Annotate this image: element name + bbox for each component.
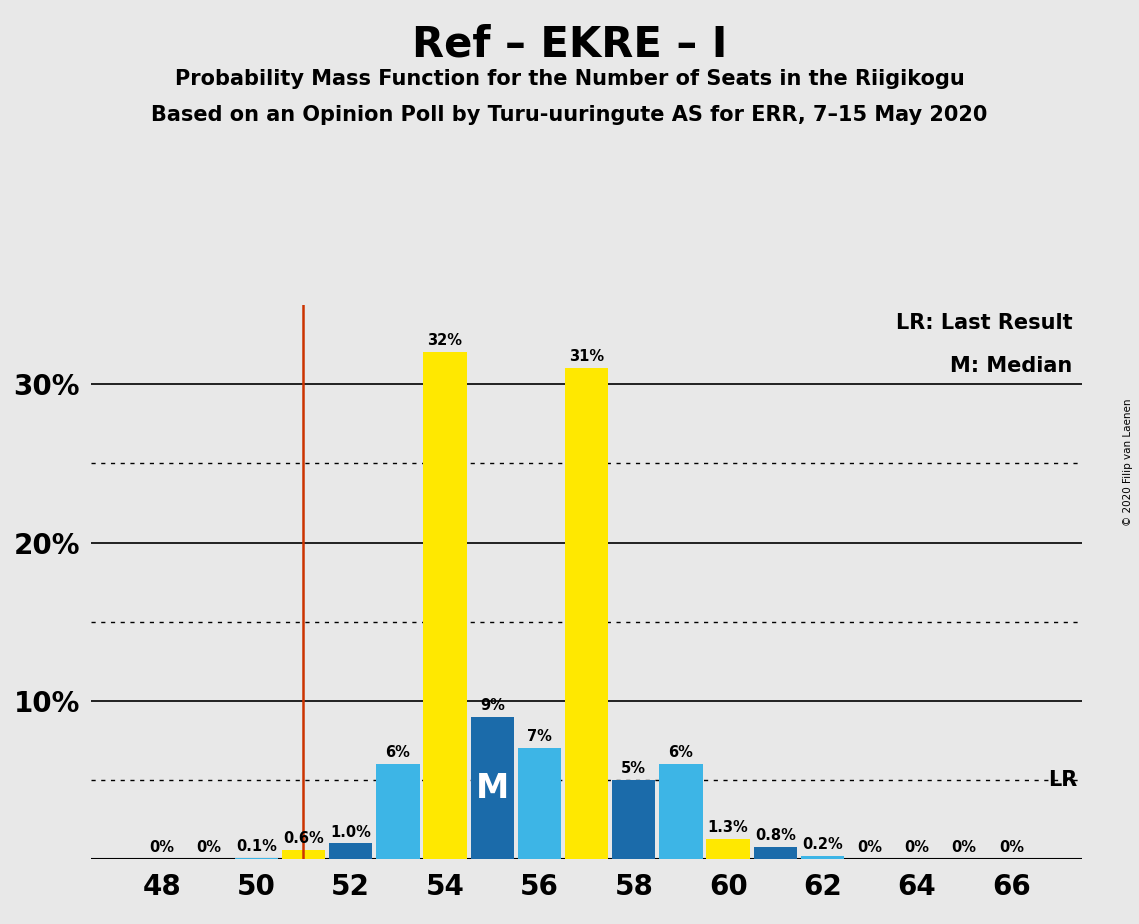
Text: 0%: 0% (904, 840, 929, 856)
Text: M: Median: M: Median (950, 356, 1073, 376)
Text: 31%: 31% (570, 349, 604, 364)
Bar (565, 369, 608, 859)
Text: 0.1%: 0.1% (236, 839, 277, 854)
Bar (801, 857, 844, 859)
Bar (376, 764, 419, 859)
Bar (235, 857, 278, 859)
Text: 9%: 9% (480, 698, 505, 712)
Bar (706, 839, 749, 859)
Bar (329, 844, 372, 859)
Text: 6%: 6% (385, 746, 410, 760)
Bar (659, 764, 703, 859)
Text: 32%: 32% (427, 334, 462, 348)
Bar (424, 352, 467, 859)
Text: 0%: 0% (858, 840, 883, 856)
Text: 0.2%: 0.2% (802, 837, 843, 852)
Text: 7%: 7% (527, 729, 551, 745)
Bar (281, 850, 325, 859)
Text: LR: Last Result: LR: Last Result (896, 313, 1073, 333)
Text: 0%: 0% (951, 840, 976, 856)
Text: 1.3%: 1.3% (707, 820, 748, 834)
Text: 0%: 0% (149, 840, 174, 856)
Text: Ref – EKRE – I: Ref – EKRE – I (412, 23, 727, 65)
Bar (518, 748, 562, 859)
Bar (612, 780, 655, 859)
Text: 0.6%: 0.6% (284, 831, 323, 845)
Text: 5%: 5% (621, 761, 646, 776)
Text: © 2020 Filip van Laenen: © 2020 Filip van Laenen (1123, 398, 1133, 526)
Text: 0%: 0% (999, 840, 1024, 856)
Text: 0.8%: 0.8% (755, 828, 796, 843)
Bar (470, 717, 514, 859)
Bar (754, 846, 797, 859)
Text: 6%: 6% (669, 746, 694, 760)
Text: LR: LR (1048, 770, 1077, 790)
Text: Probability Mass Function for the Number of Seats in the Riigikogu: Probability Mass Function for the Number… (174, 69, 965, 90)
Text: M: M (476, 772, 509, 805)
Text: Based on an Opinion Poll by Turu-uuringute AS for ERR, 7–15 May 2020: Based on an Opinion Poll by Turu-uuringu… (151, 105, 988, 126)
Text: 1.0%: 1.0% (330, 824, 371, 840)
Text: 0%: 0% (197, 840, 222, 856)
